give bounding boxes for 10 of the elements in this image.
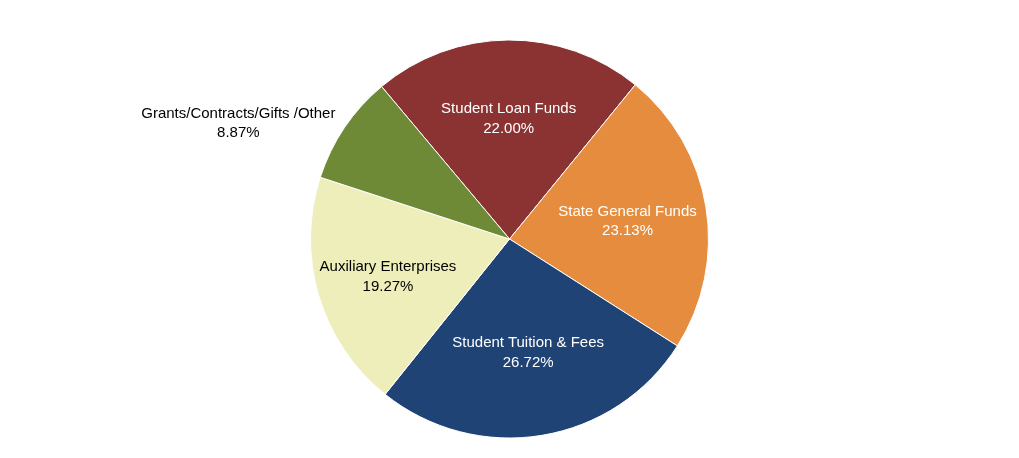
slice-label: State General Funds xyxy=(558,201,697,219)
data-label: 8.87% xyxy=(217,123,260,141)
data-label: 26.72% xyxy=(502,352,554,370)
slice-label: Student Tuition & Fees xyxy=(452,333,605,351)
data-label: 19.27% xyxy=(362,276,414,294)
slice-label: Student Loan Funds xyxy=(441,99,577,117)
slice-label: Auxiliary Enterprises xyxy=(319,257,457,275)
slice-label: Grants/Contracts/Gifts /Other xyxy=(141,103,336,121)
data-label: 23.13% xyxy=(602,221,653,239)
data-label: 22.00% xyxy=(483,118,535,136)
